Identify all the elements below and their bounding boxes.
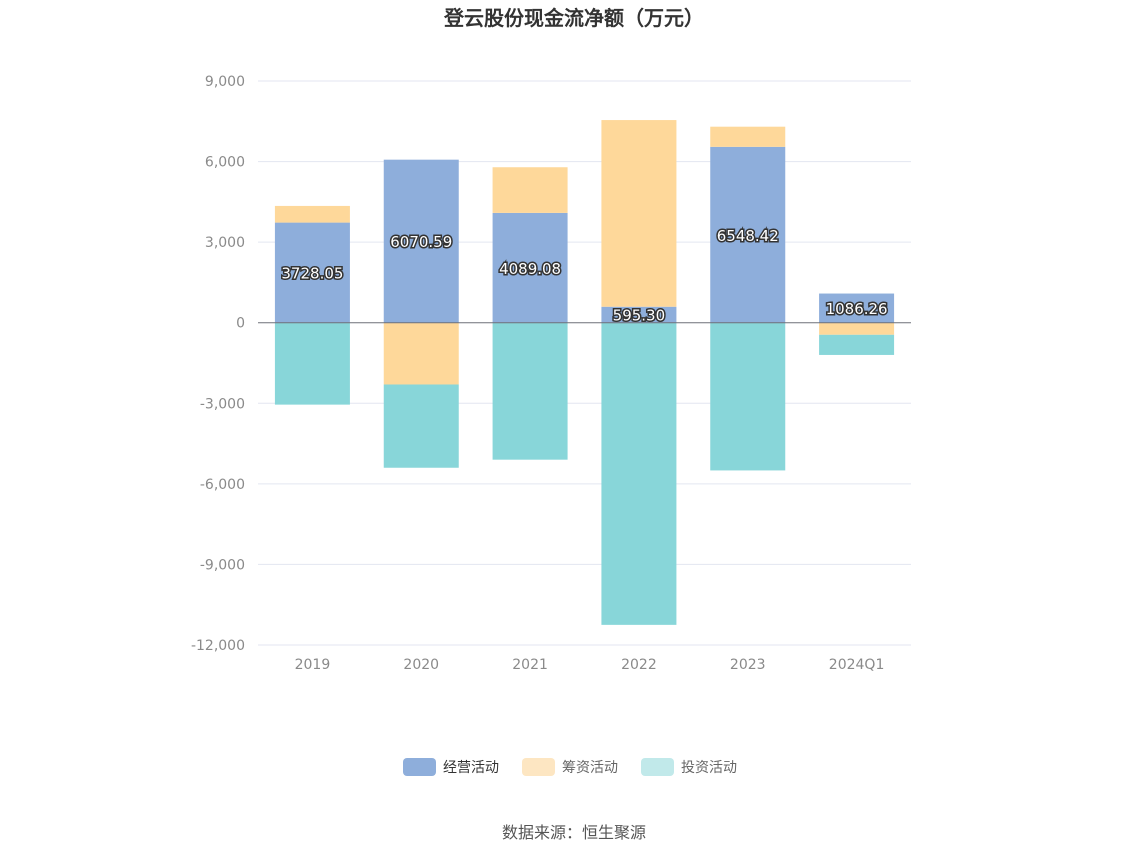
bars [274, 120, 895, 625]
x-tick-label: 2024Q1 [829, 657, 885, 673]
x-tick-label: 2021 [512, 657, 548, 673]
x-tick-label: 2019 [295, 657, 331, 673]
source-note: 数据来源：恒生聚源 [502, 823, 646, 842]
bar-2023-series-0 [710, 146, 786, 323]
bar-2021-series-1 [492, 167, 568, 213]
legend-label: 筹资活动 [562, 759, 618, 776]
y-tick-label: -9,000 [200, 557, 245, 573]
bar-2019-series-1 [274, 205, 350, 223]
y-tick-label: -12,000 [191, 638, 245, 654]
bar-2022-series-2 [601, 322, 677, 625]
legend-item-0[interactable]: 经营活动 [403, 758, 499, 776]
bar-2019-series-0 [274, 222, 350, 323]
data-label-2019: 3728.05 [281, 265, 343, 283]
bar-2023-series-2 [710, 322, 786, 471]
legend: 经营活动 筹资活动 投资活动 [403, 758, 737, 776]
data-label-2023: 6548.42 [717, 227, 779, 245]
bar-2020-series-1 [383, 322, 459, 385]
bar-2021-series-2 [492, 322, 568, 460]
legend-swatch [522, 758, 555, 776]
legend-swatch [403, 758, 436, 776]
bar-2019-series-2 [274, 322, 350, 405]
y-tick-label: -3,000 [200, 396, 245, 412]
bar-2020-series-2 [383, 384, 459, 468]
data-label-2021: 4089.08 [499, 260, 561, 278]
legend-label: 投资活动 [681, 760, 737, 776]
y-tick-label: 9,000 [205, 74, 245, 90]
data-label-2020: 6070.59 [390, 233, 452, 251]
y-tick-label: 6,000 [205, 155, 245, 171]
data-label-2024Q1: 1086.26 [826, 300, 888, 318]
y-tick-label: 0 [236, 316, 245, 332]
bar-2024Q1-series-2 [819, 334, 895, 355]
y-tick-label: -6,000 [200, 477, 245, 493]
x-tick-label: 2022 [621, 657, 657, 673]
chart-title: 登云股份现金流净额（万元） [443, 6, 704, 30]
x-tick-label: 2020 [403, 657, 439, 673]
bar-2022-series-0 [601, 306, 677, 323]
bar-2020-series-0 [383, 159, 459, 323]
data-label-2022: 595.30 [613, 307, 666, 325]
data-labels: 3728.05 6070.59 4089.08 595.30 6548.42 1086.2… [280, 225, 889, 326]
bar-2021-series-0 [492, 212, 568, 323]
legend-label: 经营活动 [443, 760, 499, 776]
legend-item-1[interactable]: 筹资活动 [522, 758, 618, 776]
bar-2022-series-1 [601, 120, 677, 307]
x-axis-ticks: 2019 2020 2021 2022 2023 2024Q1 [295, 657, 885, 673]
y-tick-label: 3,000 [205, 235, 245, 251]
x-tick-label: 2023 [730, 657, 766, 673]
bar-2024Q1-series-1 [819, 322, 895, 335]
y-axis-ticks: 9,000 6,000 3,000 0 -3,000 -6,000 -9,000 -12,00… [191, 74, 245, 654]
legend-swatch [641, 758, 674, 776]
bar-2024Q1-series-0 [819, 293, 895, 323]
legend-item-2[interactable]: 投资活动 [641, 758, 737, 776]
grid-lines [258, 80, 911, 646]
bar-2023-series-1 [710, 126, 786, 147]
